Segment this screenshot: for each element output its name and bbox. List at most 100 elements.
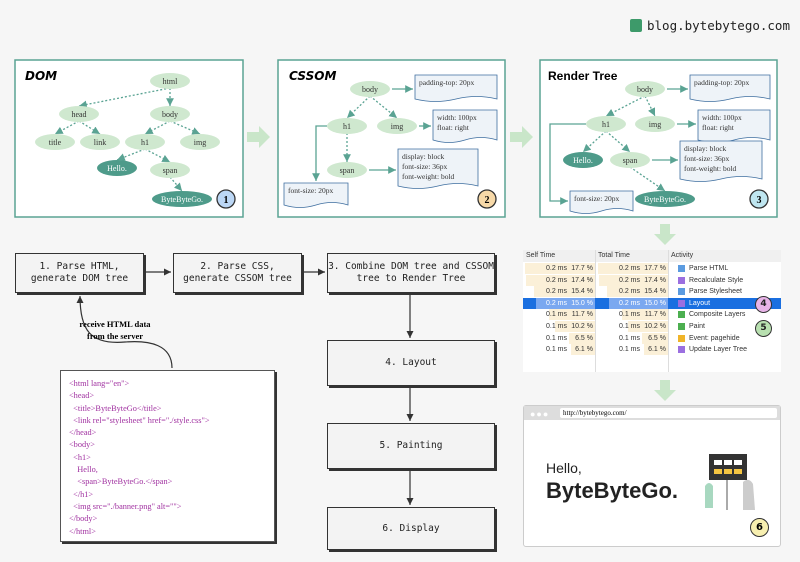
cssom-node-label: img	[391, 122, 403, 131]
total-time-ms: 0.2 ms	[618, 288, 640, 296]
cssom-arrow	[312, 125, 327, 181]
render-tree-title: Render Tree	[548, 69, 618, 83]
dom-node-label: ByteByteGo.	[161, 195, 203, 204]
dom-edge	[116, 148, 146, 161]
step-parse-css: 2. Parse CSS, generate CSSOM tree	[173, 253, 302, 293]
cssom-style-text: width: 100px	[437, 113, 477, 122]
table-row[interactable]: 0.1 ms 11.7 % 0.1 ms 11.7 % Composite La…	[523, 309, 781, 321]
render-node-label: h1	[602, 120, 610, 129]
dom-node-label: link	[94, 138, 106, 147]
header-activity[interactable]: Activity	[671, 252, 694, 259]
table-row[interactable]: 0.2 ms 15.4 % 0.2 ms 15.4 % Parse Styles…	[523, 286, 781, 298]
render-node-hello	[563, 152, 603, 168]
table-row[interactable]: 0.2 ms 17.4 % 0.2 ms 17.4 % Recalculate …	[523, 274, 781, 287]
self-time-pct: 6.1 %	[575, 346, 593, 354]
bytebytego-cube-icon	[630, 19, 642, 32]
cssom-style-text: font-size: 36px	[402, 162, 447, 171]
table-row[interactable]: 0.1 ms 10.2 % 0.1 ms 10.2 % Paint	[523, 321, 781, 333]
cssom-title: CSSOM	[289, 69, 336, 83]
header-total-time[interactable]: Total Time	[598, 252, 630, 259]
render-style-note	[569, 190, 634, 214]
code-line: </html>	[69, 526, 96, 536]
badge-1	[216, 189, 236, 209]
self-time-ms: 0.1 ms	[545, 346, 567, 354]
dom-title: DOM	[25, 69, 57, 83]
badge-5: 5	[755, 320, 772, 337]
badge-6: 6	[750, 518, 769, 537]
table-row[interactable]: 0.1 ms 6.5 % 0.1 ms 6.5 % Event: pagehid…	[523, 332, 781, 345]
cssom-node-label: h1	[343, 122, 351, 131]
render-style-note	[689, 74, 771, 102]
self-time-pct: 17.7 %	[571, 265, 593, 272]
dom-node-label: img	[194, 138, 206, 147]
dom-node-label: title	[49, 138, 62, 147]
step-display: 6. Display	[327, 507, 495, 550]
arrow-render-to-table	[654, 224, 676, 245]
cssom-style-text: float: right	[437, 123, 470, 132]
self-time-pct: 10.2 %	[571, 323, 593, 330]
activity-name: Layout	[689, 299, 711, 307]
cssom-edge	[369, 95, 398, 119]
total-time-pct: 10.2 %	[644, 323, 666, 330]
table-row[interactable]: 0.1 ms 6.1 % 0.1 ms 6.1 % Update Layer T…	[523, 344, 781, 356]
render-style-text: padding-top: 20px	[694, 78, 749, 87]
total-time-ms: 0.1 ms	[618, 311, 640, 319]
self-time-ms: 0.2 ms	[545, 299, 567, 307]
total-time-ms: 0.1 ms	[618, 334, 640, 342]
code-line: </head>	[69, 428, 97, 438]
render-style-text: font-weight: bold	[684, 164, 737, 173]
address-bar[interactable]: http://bytebytego.com/	[560, 408, 777, 418]
code-line: </body>	[69, 514, 98, 524]
activity-color-icon	[678, 299, 685, 307]
banner-illustration	[705, 454, 755, 510]
self-time-pct: 6.5 %	[575, 334, 593, 342]
cssom-style-text: display: block	[402, 152, 445, 161]
self-time-ms: 0.2 ms	[545, 288, 567, 296]
render-style-text: float: right	[702, 123, 735, 132]
dom-node-label: body	[162, 110, 178, 119]
dom-node-span	[150, 162, 190, 178]
table-row[interactable]: 0.2 ms 17.7 % 0.2 ms 17.7 % Parse HTML	[523, 263, 781, 275]
code-line: <body>	[69, 440, 95, 450]
code-line: Hello,	[69, 465, 98, 475]
cssom-node-span	[327, 162, 367, 178]
step-parse-html: 1. Parse HTML, generate DOM tree	[15, 253, 144, 293]
step-painting: 5. Painting	[327, 423, 495, 469]
activity-name: Parse Stylesheet	[689, 288, 742, 296]
arrow-table-to-browser	[654, 380, 676, 401]
badge-2-label: 2	[485, 195, 490, 206]
total-time-pct: 6.1 %	[648, 346, 666, 354]
activity-color-icon	[678, 334, 685, 342]
render-node-label: body	[637, 85, 653, 94]
step-layout: 4. Layout	[327, 340, 495, 386]
code-line: <link rel="stylesheet" href="./style.css…	[69, 415, 210, 425]
receive-label-line1: receive HTML data	[79, 319, 151, 329]
self-time-ms: 0.2 ms	[545, 265, 567, 272]
dom-node-label: h1	[141, 138, 149, 147]
dom-node-bytebytego	[152, 191, 212, 207]
arrow-cssom-to-render	[510, 126, 533, 148]
page-hello: Hello,	[546, 460, 582, 476]
activity-color-icon	[678, 323, 685, 330]
activity-name: Event: pagehide	[689, 334, 740, 342]
total-time-ms: 0.2 ms	[618, 265, 640, 272]
render-edge	[605, 130, 631, 153]
browser-window: ●●● http://bytebytego.com/ Hello, ByteBy…	[523, 405, 781, 547]
render-node-label: Hello.	[573, 156, 593, 165]
total-time-pct: 11.7 %	[644, 311, 666, 319]
badge-3	[749, 189, 769, 209]
total-time-ms: 0.2 ms	[618, 299, 640, 307]
badge-1-label: 1	[224, 195, 229, 206]
activity-color-icon	[678, 276, 685, 284]
dom-node-label: html	[163, 77, 178, 86]
render-node-img	[635, 116, 675, 132]
self-time-pct: 15.0 %	[571, 299, 593, 307]
header-self-time[interactable]: Self Time	[526, 252, 556, 259]
performance-table: Self Time Total Time Activity 0.2 ms 17.…	[523, 250, 781, 372]
render-edge	[605, 95, 646, 117]
cssom-style-text: padding-top: 20px	[419, 78, 474, 87]
code-line: <head>	[69, 391, 95, 401]
render-style-note	[679, 140, 763, 182]
table-row[interactable]: 0.2 ms 15.0 % 0.2 ms 15.0 % Layout	[523, 297, 781, 310]
